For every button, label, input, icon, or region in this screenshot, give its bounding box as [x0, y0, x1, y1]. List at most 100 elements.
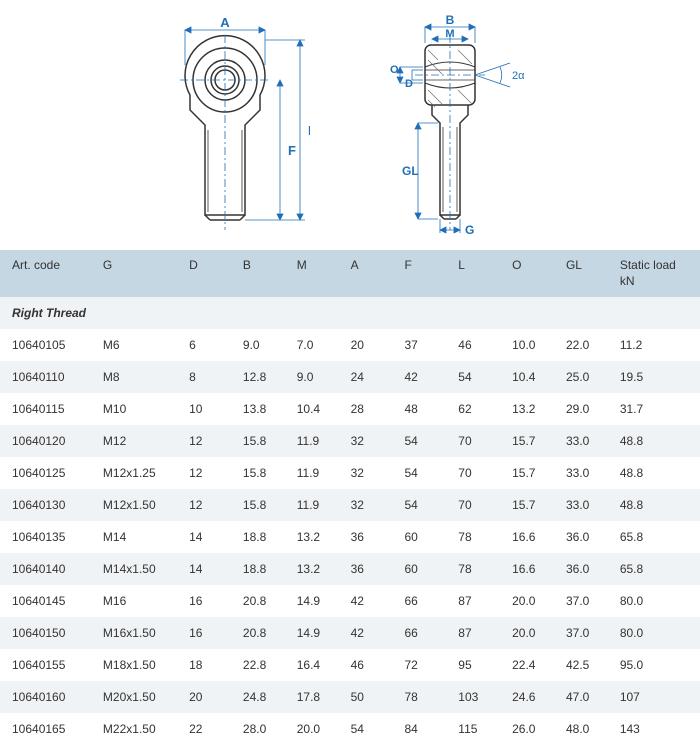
diagram-side: B M O D 2α [360, 15, 560, 235]
table-cell: 72 [398, 649, 452, 681]
table-cell: 16.6 [506, 553, 560, 585]
section-row: Right Thread [0, 297, 700, 329]
table-row: 10640110M8812.89.024425410.425.019.5 [0, 361, 700, 393]
table-cell: M12x1.25 [97, 457, 183, 489]
table-cell: 46 [452, 329, 506, 361]
table-cell: 20 [183, 681, 237, 713]
table-cell: 10.4 [291, 393, 345, 425]
table-cell: 10640165 [0, 713, 97, 745]
table-cell: 115 [452, 713, 506, 745]
table-cell: 10640120 [0, 425, 97, 457]
table-cell: 42 [398, 361, 452, 393]
table-cell: 60 [398, 553, 452, 585]
table-cell: 36.0 [560, 553, 614, 585]
dim-label-L: L [308, 123, 310, 138]
column-header: GL [560, 250, 614, 297]
table-cell: 33.0 [560, 457, 614, 489]
table-cell: 12.8 [237, 361, 291, 393]
table-cell: 9.0 [291, 361, 345, 393]
table-cell: 9.0 [237, 329, 291, 361]
table-cell: 47.0 [560, 681, 614, 713]
table-cell: 70 [452, 457, 506, 489]
table-cell: 10640110 [0, 361, 97, 393]
table-cell: 10640105 [0, 329, 97, 361]
table-cell: 37.0 [560, 617, 614, 649]
table-cell: 15.8 [237, 457, 291, 489]
table-cell: 18.8 [237, 553, 291, 585]
table-cell: 16 [183, 617, 237, 649]
table-cell: M8 [97, 361, 183, 393]
section-label: Right Thread [0, 297, 700, 329]
dim-label-D: D [405, 78, 413, 90]
column-header: Static loadkN [614, 250, 700, 297]
table-row: 10640120M121215.811.932547015.733.048.8 [0, 425, 700, 457]
table-cell: 66 [398, 585, 452, 617]
table-cell: 54 [345, 713, 399, 745]
table-cell: 36 [345, 553, 399, 585]
table-cell: 10640160 [0, 681, 97, 713]
table-cell: 20.8 [237, 617, 291, 649]
table-cell: 62 [452, 393, 506, 425]
table-cell: 13.8 [237, 393, 291, 425]
table-cell: 10640140 [0, 553, 97, 585]
table-cell: 80.0 [614, 585, 700, 617]
table-cell: 95 [452, 649, 506, 681]
table-cell: 10640115 [0, 393, 97, 425]
table-cell: 42.5 [560, 649, 614, 681]
table-cell: M14 [97, 521, 183, 553]
table-cell: 48 [398, 393, 452, 425]
table-cell: 12 [183, 457, 237, 489]
table-cell: 32 [345, 489, 399, 521]
table-cell: 33.0 [560, 489, 614, 521]
table-cell: 20.8 [237, 585, 291, 617]
table-cell: 15.8 [237, 425, 291, 457]
table-cell: 15.7 [506, 457, 560, 489]
table-cell: 24.8 [237, 681, 291, 713]
table-row: 10640135M141418.813.236607816.636.065.8 [0, 521, 700, 553]
table-cell: 65.8 [614, 553, 700, 585]
table-cell: M18x1.50 [97, 649, 183, 681]
table-cell: 103 [452, 681, 506, 713]
table-cell: M16 [97, 585, 183, 617]
table-cell: 87 [452, 617, 506, 649]
table-cell: 15.7 [506, 425, 560, 457]
table-cell: M12x1.50 [97, 489, 183, 521]
table-cell: 13.2 [506, 393, 560, 425]
table-cell: 33.0 [560, 425, 614, 457]
table-cell: 48.8 [614, 489, 700, 521]
table-cell: 10640145 [0, 585, 97, 617]
table-cell: 36 [345, 521, 399, 553]
table-cell: 20.0 [506, 585, 560, 617]
table-cell: 84 [398, 713, 452, 745]
dim-label-alpha: 2α [512, 70, 525, 82]
table-cell: 54 [398, 489, 452, 521]
table-cell: M14x1.50 [97, 553, 183, 585]
dim-label-F: F [288, 143, 296, 158]
table-cell: 20.0 [291, 713, 345, 745]
dim-label-M: M [445, 28, 454, 40]
table-cell: 66 [398, 617, 452, 649]
table-cell: 10640135 [0, 521, 97, 553]
table-cell: 87 [452, 585, 506, 617]
table-cell: 50 [345, 681, 399, 713]
table-cell: 22 [183, 713, 237, 745]
table-cell: 48.8 [614, 425, 700, 457]
table-cell: 29.0 [560, 393, 614, 425]
column-header: F [398, 250, 452, 297]
column-header: G [97, 250, 183, 297]
table-row: 10640145M161620.814.942668720.037.080.0 [0, 585, 700, 617]
column-header: M [291, 250, 345, 297]
table-row: 10640125M12x1.251215.811.932547015.733.0… [0, 457, 700, 489]
table-cell: 10640150 [0, 617, 97, 649]
table-cell: 28.0 [237, 713, 291, 745]
table-cell: 18.8 [237, 521, 291, 553]
table-cell: M12 [97, 425, 183, 457]
column-header: D [183, 250, 237, 297]
table-cell: 10.0 [506, 329, 560, 361]
table-cell: 11.9 [291, 425, 345, 457]
table-cell: 54 [398, 457, 452, 489]
table-cell: 46 [345, 649, 399, 681]
column-header: O [506, 250, 560, 297]
table-cell: 14.9 [291, 617, 345, 649]
table-cell: M10 [97, 393, 183, 425]
